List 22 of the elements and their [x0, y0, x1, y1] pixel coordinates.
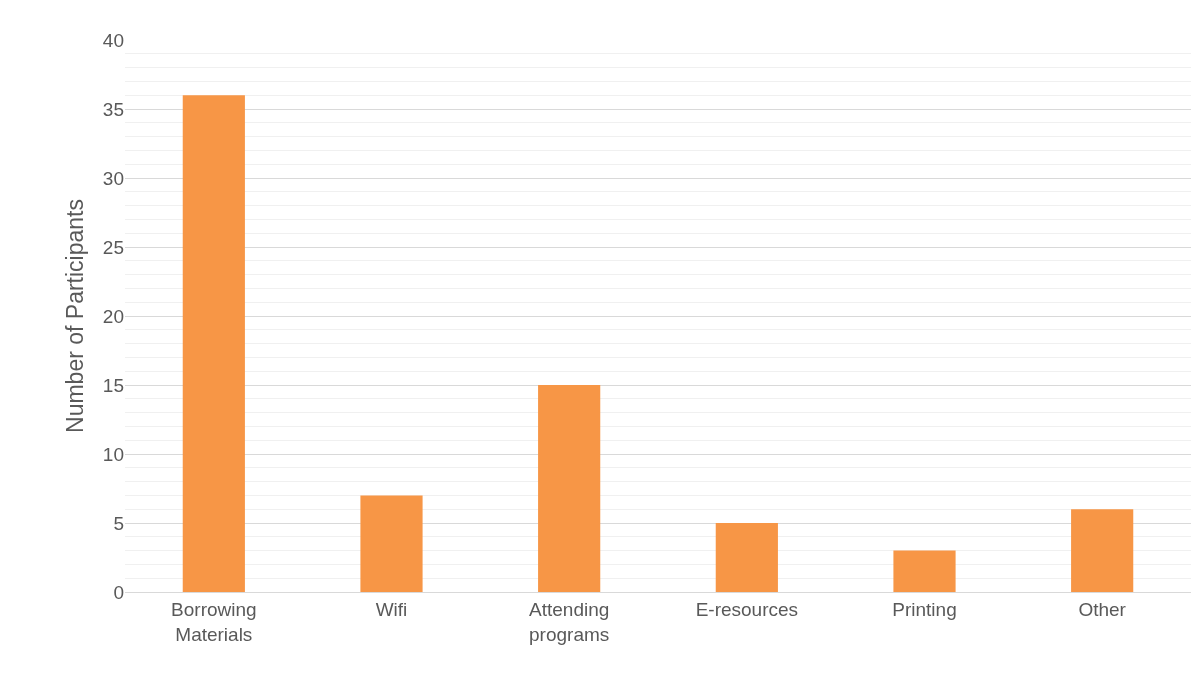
bar: [360, 495, 423, 592]
y-tick-label: 15: [102, 374, 124, 396]
y-tick-label: 5: [113, 512, 124, 534]
y-tick-label: 10: [102, 443, 124, 465]
y-axis-title: Number of Participants: [62, 199, 89, 433]
bar: [715, 523, 778, 592]
y-tick-label: 25: [102, 236, 124, 258]
bar: [538, 385, 601, 592]
y-tick-label: 20: [102, 305, 124, 327]
x-tick-label: Borrowing Materials: [171, 598, 257, 645]
bar: [1071, 509, 1134, 592]
y-tick-label: 40: [102, 29, 124, 51]
x-tick-label: E-resources: [695, 598, 799, 620]
x-tick-label: Other: [1078, 598, 1127, 620]
y-tick-label: 0: [113, 581, 124, 603]
y-tick-label: 30: [102, 167, 124, 189]
bar: [182, 95, 245, 592]
x-tick-label: Attending programs: [529, 598, 610, 645]
x-tick-label: Printing: [892, 598, 957, 620]
bar: [893, 550, 956, 592]
y-tick-label: 35: [102, 98, 124, 120]
x-tick-label: Wifi: [375, 598, 408, 620]
